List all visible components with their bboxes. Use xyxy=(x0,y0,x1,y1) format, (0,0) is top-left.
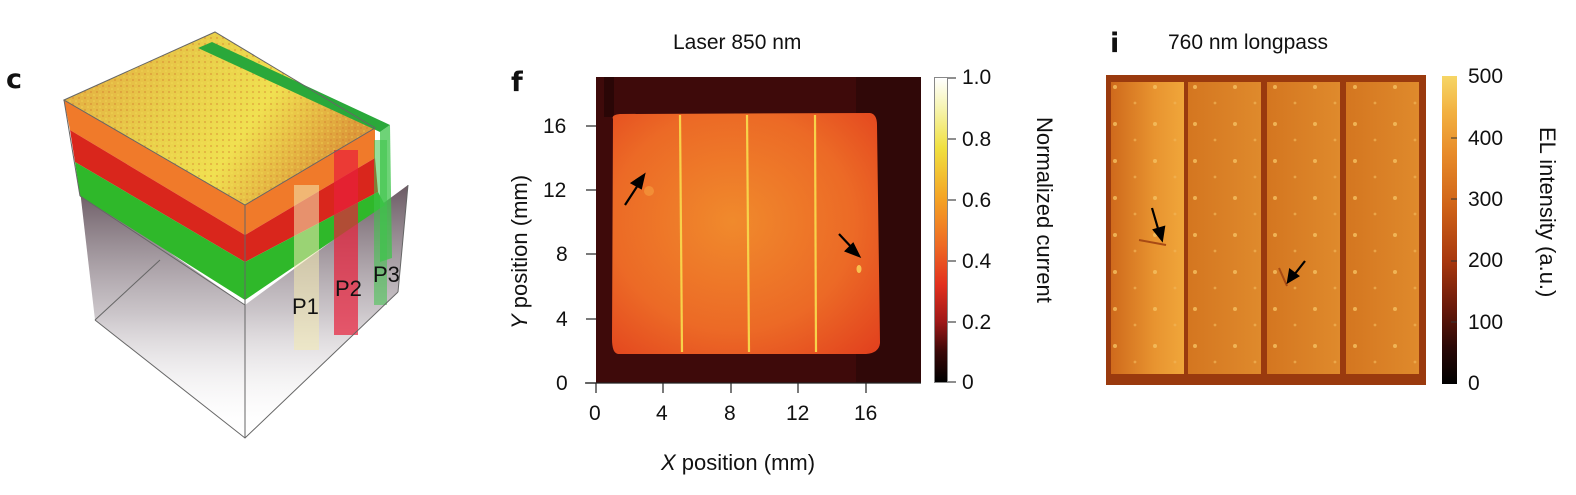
panel-f-axes xyxy=(585,125,921,393)
panel-c-3d-cube xyxy=(62,31,409,439)
y-tick: 16 xyxy=(543,115,567,138)
colorbar-tick: 0.8 xyxy=(962,128,992,151)
y-axis-label: Y position (mm) xyxy=(507,175,533,329)
colorbar-tick: 1.0 xyxy=(962,66,992,89)
colorbar-tick: 500 xyxy=(1468,65,1504,88)
colorbar-i-ticks xyxy=(1451,137,1457,323)
probe-column-p3 xyxy=(374,140,387,305)
colorbar-f-ticks xyxy=(948,77,956,383)
arrow-icon xyxy=(1150,207,1166,243)
probe-column-p2 xyxy=(334,150,358,335)
colorbar-normalized-current xyxy=(934,77,948,383)
colorbar-el-intensity xyxy=(1442,76,1457,384)
y-axis-label-var: Y xyxy=(507,314,532,329)
arrow-icon xyxy=(838,233,862,259)
probe-label-p1: P1 xyxy=(292,294,319,319)
panel-f-heatmap xyxy=(596,77,921,383)
y-axis-label-text: position (mm) xyxy=(507,174,532,315)
colorbar-tick: 0 xyxy=(962,371,974,394)
colorbar-label-el-intensity: EL intensity (a.u.) xyxy=(1535,127,1560,298)
panel-f-title: Laser 850 nm xyxy=(673,31,802,54)
panel-i-title: 760 nm longpass xyxy=(1168,31,1328,54)
bright-grid-lines xyxy=(678,114,818,353)
panel-letter-c: c xyxy=(6,64,23,95)
x-tick: 4 xyxy=(656,402,668,425)
x-axis-label: X position (mm) xyxy=(661,450,815,476)
colorbar-tick: 300 xyxy=(1468,188,1504,211)
probe-label-p2: P2 xyxy=(335,276,362,301)
arrow-icon xyxy=(624,172,646,206)
colorbar-tick: 100 xyxy=(1468,311,1504,334)
colorbar-tick: 200 xyxy=(1468,249,1504,272)
colorbar-tick: 0.4 xyxy=(962,250,992,273)
y-tick: 4 xyxy=(556,308,568,331)
colorbar-tick: 0.6 xyxy=(962,189,992,212)
x-tick: 16 xyxy=(854,402,878,425)
y-tick: 12 xyxy=(543,179,567,202)
probe-label-p3: P3 xyxy=(373,262,400,287)
y-tick: 8 xyxy=(556,243,568,266)
x-tick: 0 xyxy=(589,402,601,425)
colorbar-label-normalized-current: Normalized current xyxy=(1032,117,1057,303)
colorbar-tick: 0.2 xyxy=(962,311,992,334)
y-tick: 0 xyxy=(556,372,568,395)
x-tick: 12 xyxy=(786,402,810,425)
colorbar-tick: 400 xyxy=(1468,127,1504,150)
arrow-icon xyxy=(1286,260,1306,285)
panel-i-el-image xyxy=(1106,75,1426,385)
x-tick: 8 xyxy=(724,402,736,425)
x-axis-label-var: X xyxy=(661,450,676,475)
probe-column-p1 xyxy=(294,185,319,350)
panel-letter-i: i xyxy=(1110,28,1120,59)
x-axis-label-text: position (mm) xyxy=(675,450,816,475)
colorbar-tick: 0 xyxy=(1468,372,1480,395)
panel-letter-f: f xyxy=(511,67,523,98)
